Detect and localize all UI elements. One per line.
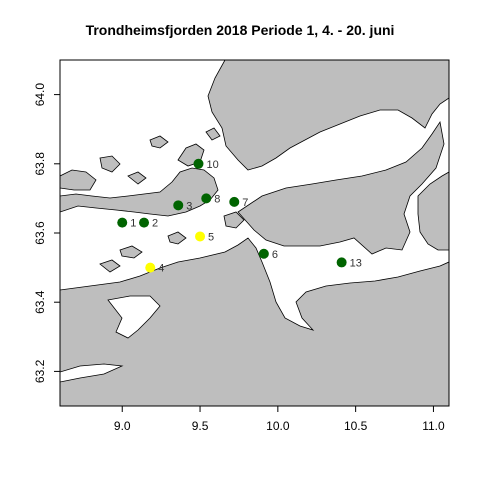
x-tick-label: 9.5 bbox=[192, 419, 209, 433]
island-fjord-4 bbox=[99, 259, 121, 273]
land-mass-south bbox=[60, 237, 449, 406]
station-label-8: 8 bbox=[214, 193, 220, 205]
island-north-2 bbox=[60, 169, 97, 191]
station-marker-13[interactable] bbox=[336, 257, 347, 268]
island-small-1 bbox=[205, 127, 221, 141]
station-markers: 1 2 3 4 5 6 7 8 10 13 bbox=[117, 158, 362, 275]
station-marker-7[interactable] bbox=[229, 196, 240, 207]
land-east bbox=[417, 171, 449, 251]
station-label-7: 7 bbox=[242, 197, 248, 209]
station-label-5: 5 bbox=[208, 231, 214, 243]
station-marker-1[interactable] bbox=[117, 217, 128, 228]
island-fjord-1 bbox=[167, 231, 187, 245]
island-fjord-2 bbox=[223, 211, 245, 229]
peninsula-central bbox=[237, 120, 445, 255]
island-small-2 bbox=[149, 135, 169, 149]
y-tick-label: 63.4 bbox=[33, 290, 47, 314]
island-small-3 bbox=[127, 171, 147, 185]
y-tick-label: 63.2 bbox=[33, 359, 47, 383]
axes: 9.0 9.5 10.0 10.5 11.0 63.2 63.4 63.6 63.8 64.0 bbox=[33, 83, 445, 433]
station-marker-3[interactable] bbox=[173, 200, 184, 211]
station-label-13: 13 bbox=[350, 257, 362, 269]
station-label-6: 6 bbox=[272, 249, 278, 261]
station-marker-10[interactable] bbox=[193, 158, 204, 169]
fjord-inner-south bbox=[107, 295, 161, 339]
lakes bbox=[60, 295, 161, 383]
land-mass-north-east bbox=[207, 60, 449, 171]
station-marker-5[interactable] bbox=[195, 231, 206, 242]
y-tick-label: 64.0 bbox=[33, 83, 47, 107]
y-tick-label: 63.8 bbox=[33, 152, 47, 176]
station-label-4: 4 bbox=[158, 263, 164, 275]
x-tick-label: 9.0 bbox=[114, 419, 131, 433]
island-fjord-3 bbox=[119, 245, 143, 259]
island-north-3 bbox=[99, 155, 121, 173]
map-title: Trondheimsfjorden 2018 Periode 1, 4. - 2… bbox=[85, 22, 395, 38]
x-tick-label: 10.5 bbox=[344, 419, 368, 433]
station-marker-4[interactable] bbox=[145, 262, 156, 273]
station-marker-6[interactable] bbox=[258, 248, 269, 259]
station-label-10: 10 bbox=[206, 159, 218, 171]
station-marker-8[interactable] bbox=[201, 193, 212, 204]
station-label-1: 1 bbox=[130, 218, 136, 230]
x-tick-label: 10.0 bbox=[266, 419, 290, 433]
station-label-3: 3 bbox=[186, 200, 192, 212]
map-area bbox=[60, 60, 449, 406]
lake-south-west bbox=[60, 363, 124, 383]
y-tick-label: 63.6 bbox=[33, 221, 47, 245]
station-label-2: 2 bbox=[152, 218, 158, 230]
station-marker-2[interactable] bbox=[139, 217, 150, 228]
x-tick-label: 11.0 bbox=[422, 419, 445, 433]
